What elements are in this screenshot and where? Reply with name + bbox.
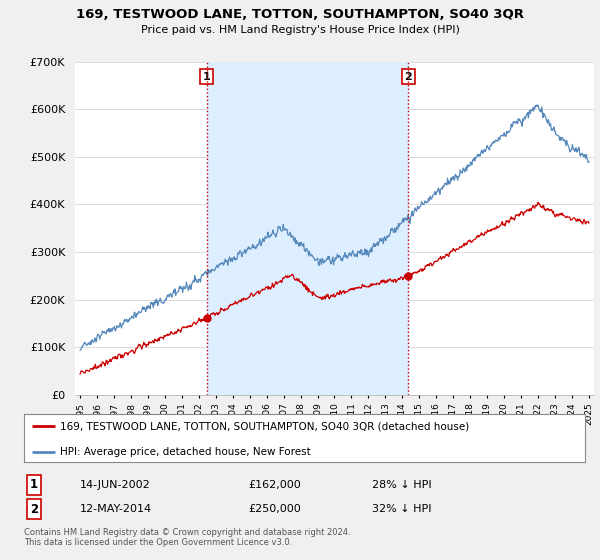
Text: £162,000: £162,000 — [248, 480, 301, 490]
Text: 1: 1 — [203, 72, 211, 82]
Text: 2: 2 — [30, 502, 38, 516]
Text: 1: 1 — [30, 478, 38, 492]
Text: 28% ↓ HPI: 28% ↓ HPI — [372, 480, 431, 490]
Text: 169, TESTWOOD LANE, TOTTON, SOUTHAMPTON, SO40 3QR (detached house): 169, TESTWOOD LANE, TOTTON, SOUTHAMPTON,… — [61, 421, 470, 431]
Text: 12-MAY-2014: 12-MAY-2014 — [80, 504, 152, 514]
Text: HPI: Average price, detached house, New Forest: HPI: Average price, detached house, New … — [61, 446, 311, 456]
Bar — [206, 62, 409, 395]
Text: 32% ↓ HPI: 32% ↓ HPI — [372, 504, 431, 514]
Text: 14-JUN-2002: 14-JUN-2002 — [80, 480, 151, 490]
Text: Price paid vs. HM Land Registry's House Price Index (HPI): Price paid vs. HM Land Registry's House … — [140, 25, 460, 35]
Text: 169, TESTWOOD LANE, TOTTON, SOUTHAMPTON, SO40 3QR: 169, TESTWOOD LANE, TOTTON, SOUTHAMPTON,… — [76, 8, 524, 21]
Text: £250,000: £250,000 — [248, 504, 301, 514]
Text: 2: 2 — [404, 72, 412, 82]
Text: Contains HM Land Registry data © Crown copyright and database right 2024.
This d: Contains HM Land Registry data © Crown c… — [24, 528, 350, 547]
